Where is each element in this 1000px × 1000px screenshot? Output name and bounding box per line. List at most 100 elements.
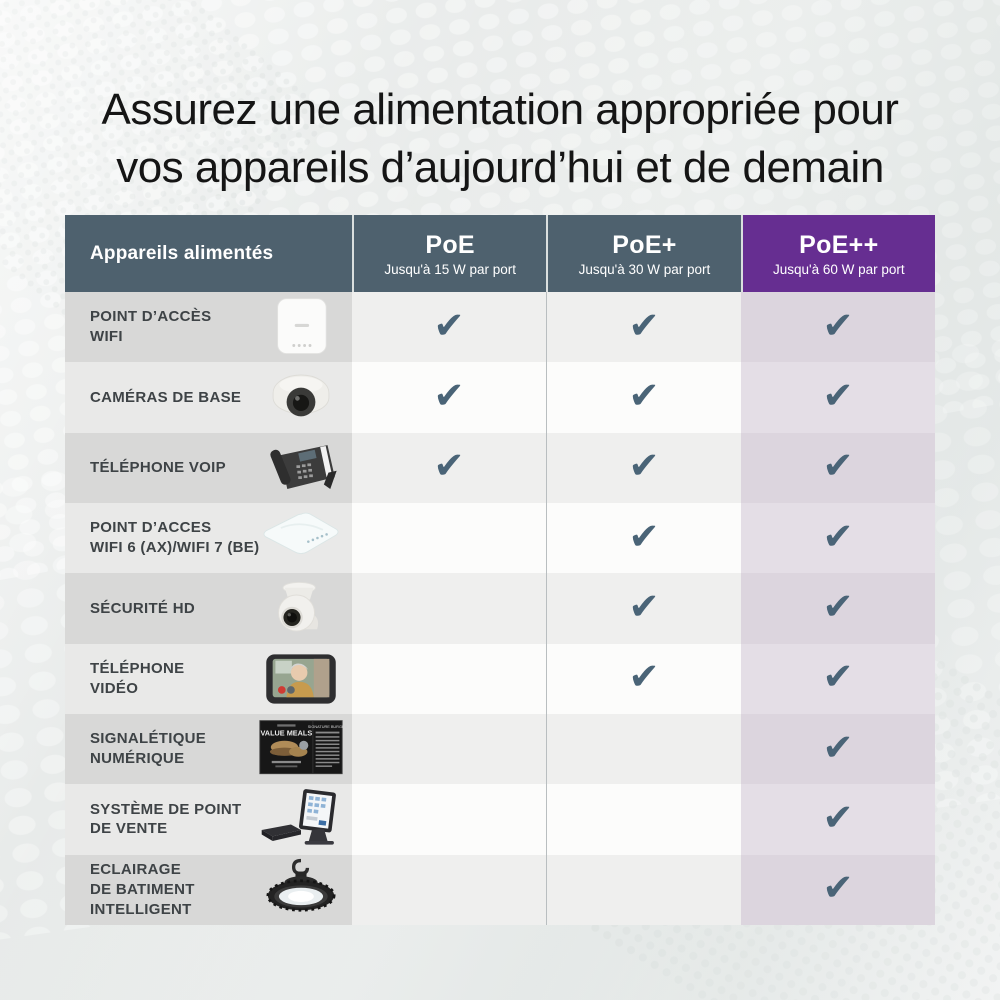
device-label-cell: CAMÉRAS DE BASE (65, 362, 352, 433)
header-poe-plus-name: PoE+ (612, 230, 677, 259)
device-label-cell: SÉCURITÉ HD (65, 573, 352, 644)
header-poe-plus-subtitle: Jusqu'à 30 W par port (578, 261, 711, 277)
poe-cell: ✔ (352, 362, 546, 433)
poe-cell (352, 713, 546, 785)
header-poe-plus-plus-subtitle: Jusqu'à 60 W par port (772, 261, 905, 277)
header-poe-name: PoE (425, 230, 475, 259)
header-powered-devices: Appareils alimentés (65, 215, 352, 292)
wifi-access-point-icon (277, 297, 327, 354)
poe-plus-plus-cell: ✔ (741, 854, 935, 925)
device-image (252, 504, 350, 572)
header-poe: PoE Jusqu'à 15 W par port (352, 215, 547, 292)
check-icon: ✔ (822, 444, 854, 488)
header-poe-subtitle: Jusqu'à 15 W par port (384, 261, 516, 277)
check-icon: ✔ (628, 444, 660, 488)
signage-headline: VALUE MEALS (260, 728, 312, 737)
device-label: SÉCURITÉ HD (90, 599, 195, 617)
table-row: SIGNALÉTIQUE NUMÉRIQUE VALUE MEALS SIGNA… (65, 713, 935, 785)
poe-plus-cell: ✔ (546, 573, 741, 644)
device-label-cell: POINT D’ACCÈS WIFI (65, 292, 352, 363)
table-row: CAMÉRAS DE BASE ✔ ✔ ✔ (65, 362, 935, 433)
poe-plus-cell: ✔ (546, 502, 741, 574)
poe-plus-cell: ✔ (546, 432, 741, 503)
poe-plus-plus-cell: ✔ (741, 362, 935, 433)
device-image: VALUE MEALS SIGNATURE BURGER (252, 715, 350, 783)
device-image (252, 645, 350, 713)
device-label-cell: ECLAIRAGE DE BATIMENT INTELLIGENT (65, 854, 352, 925)
poe-plus-cell (546, 713, 741, 785)
device-image (252, 574, 350, 642)
page-title: Assurez une alimentation appropriée pour… (0, 81, 1000, 195)
device-label: ECLAIRAGE DE BATIMENT INTELLIGENT (90, 861, 195, 918)
check-icon: ✔ (433, 303, 465, 347)
voip-phone-icon (270, 444, 337, 489)
table-row: SÉCURITÉ HD ✔ ✔ (65, 573, 935, 644)
poe-plus-plus-cell: ✔ (741, 502, 935, 574)
device-label: SIGNALÉTIQUE NUMÉRIQUE (90, 730, 207, 768)
check-icon: ✔ (822, 303, 854, 347)
pos-system-icon (261, 789, 336, 846)
table-body: POINT D’ACCÈS WIFI ✔ ✔ ✔ CAMÉRAS DE BASE… (65, 292, 935, 925)
poe-plus-plus-cell: ✔ (741, 713, 935, 785)
device-label: SYSTÈME DE POINT DE VENTE (90, 800, 242, 838)
check-icon: ✔ (628, 584, 660, 628)
poe-plus-plus-cell: ✔ (741, 432, 935, 503)
poe-plus-plus-cell: ✔ (741, 784, 935, 855)
poe-plus-cell: ✔ (546, 292, 741, 363)
check-icon: ✔ (822, 584, 854, 628)
poe-cell (352, 573, 546, 644)
hd-security-camera-icon (278, 581, 319, 632)
device-label: POINT D’ACCES WIFI 6 (AX)/WIFI 7 (BE) (90, 519, 260, 557)
device-label-cell: SYSTÈME DE POINT DE VENTE (65, 784, 352, 855)
dome-camera-icon (272, 374, 330, 417)
poe-plus-cell: ✔ (546, 643, 741, 714)
poe-plus-cell (546, 854, 741, 925)
poe-cell (352, 502, 546, 574)
header-poe-plus: PoE+ Jusqu'à 30 W par port (546, 215, 741, 292)
device-image (252, 293, 350, 361)
device-image (252, 785, 350, 853)
wifi6-access-point-icon (263, 512, 339, 555)
table-row: TÉLÉPHONE VIDÉO ✔ ✔ (65, 643, 935, 714)
check-icon: ✔ (822, 866, 854, 910)
header-poe-plus-plus-name: PoE++ (799, 230, 879, 259)
check-icon: ✔ (822, 514, 854, 558)
poe-comparison-table: Appareils alimentés PoE Jusqu'à 15 W par… (65, 215, 935, 925)
device-label: POINT D’ACCÈS WIFI (90, 308, 212, 346)
poe-plus-cell (546, 784, 741, 855)
poe-cell (352, 784, 546, 855)
device-label: TÉLÉPHONE VIDÉO (90, 660, 185, 697)
table-row: POINT D’ACCES WIFI 6 (AX)/WIFI 7 (BE) ✔ … (65, 502, 935, 574)
poe-plus-plus-cell: ✔ (741, 643, 935, 714)
check-icon: ✔ (628, 373, 660, 417)
device-label-cell: SIGNALÉTIQUE NUMÉRIQUE VALUE MEALS SIGNA… (65, 713, 352, 785)
table-row: TÉLÉPHONE VOIP ✔ ✔ ✔ (65, 432, 935, 503)
signage-menu-title: SIGNATURE BURGER (308, 725, 348, 729)
header-poe-plus-plus: PoE++ Jusqu'à 60 W par port (740, 215, 935, 292)
poe-cell: ✔ (352, 432, 546, 503)
table-row: SYSTÈME DE POINT DE VENTE (65, 784, 935, 855)
device-label-cell: POINT D’ACCES WIFI 6 (AX)/WIFI 7 (BE) (65, 502, 352, 574)
poe-cell (352, 854, 546, 925)
table-row: ECLAIRAGE DE BATIMENT INTELLIGENT ✔ (65, 854, 935, 925)
check-icon: ✔ (822, 725, 854, 769)
video-phone-icon (266, 654, 336, 704)
device-image (252, 856, 350, 924)
device-label-cell: TÉLÉPHONE VIDÉO (65, 643, 352, 714)
check-icon: ✔ (822, 795, 854, 839)
poe-cell (352, 643, 546, 714)
digital-signage-icon: VALUE MEALS SIGNATURE BURGER (259, 720, 348, 775)
check-icon: ✔ (628, 655, 660, 699)
device-image (252, 434, 350, 502)
poe-cell: ✔ (352, 292, 546, 363)
check-icon: ✔ (433, 373, 465, 417)
device-label-cell: TÉLÉPHONE VOIP (65, 432, 352, 503)
device-image (252, 363, 350, 431)
check-icon: ✔ (822, 373, 854, 417)
page-title-line2: vos appareils d’aujourd’hui et de demain (116, 142, 884, 192)
table-row: POINT D’ACCÈS WIFI ✔ ✔ ✔ (65, 292, 935, 363)
page-title-line1: Assurez une alimentation appropriée pour (101, 85, 899, 135)
check-icon: ✔ (628, 514, 660, 558)
device-label: CAMÉRAS DE BASE (90, 388, 242, 406)
